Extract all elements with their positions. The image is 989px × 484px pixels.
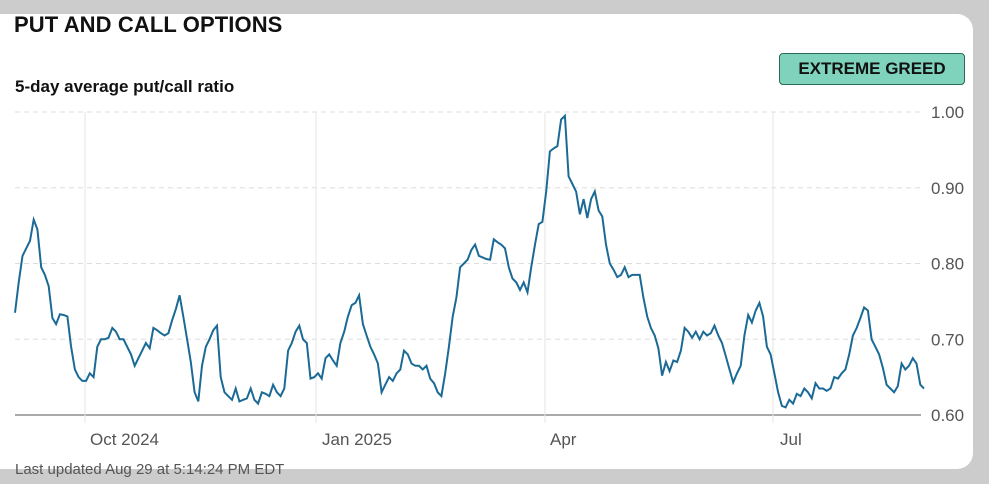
chart-subtitle: 5-day average put/call ratio: [15, 77, 235, 96]
x-tick-label: Apr: [550, 430, 577, 449]
y-tick-label: 0.90: [931, 179, 964, 198]
x-tick-label: Jul: [780, 430, 802, 449]
y-tick-label: 1.00: [931, 103, 964, 122]
x-tick-label: Jan 2025: [322, 430, 392, 449]
last-updated: Last updated Aug 29 at 5:14:24 PM EDT: [15, 461, 285, 478]
x-axis: Oct 2024 Jan 2025 Apr Jul: [90, 430, 802, 449]
grid: [15, 111, 921, 423]
chart-title: PUT AND CALL OPTIONS: [14, 12, 283, 37]
sentiment-badge: EXTREME GREED: [779, 53, 965, 85]
y-axis: 1.00 0.90 0.80 0.70 0.60: [931, 103, 964, 425]
y-tick-label: 0.80: [931, 255, 964, 274]
y-tick-label: 0.60: [931, 406, 964, 425]
series-line: [14, 113, 925, 409]
y-tick-label: 0.70: [931, 330, 964, 349]
chart-card: [0, 14, 973, 469]
x-tick-label: Oct 2024: [90, 430, 159, 449]
